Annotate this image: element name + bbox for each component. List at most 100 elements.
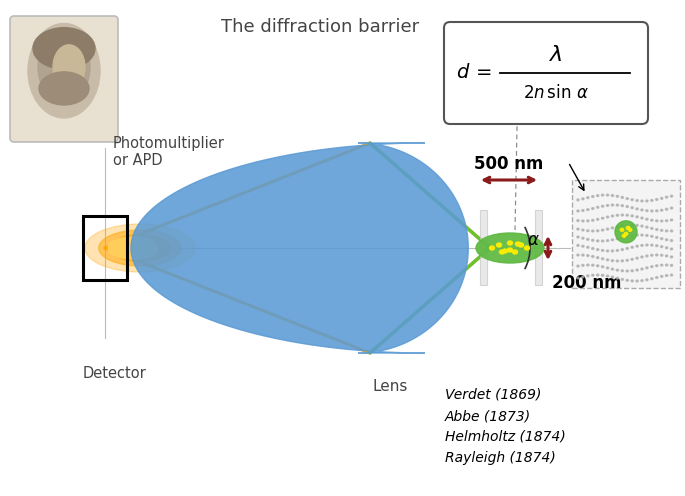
Ellipse shape (626, 226, 630, 229)
Ellipse shape (577, 210, 579, 212)
FancyBboxPatch shape (444, 22, 648, 124)
Ellipse shape (592, 240, 594, 241)
Ellipse shape (512, 250, 517, 254)
Text: $\lambda$: $\lambda$ (549, 45, 563, 65)
Ellipse shape (476, 233, 544, 263)
Ellipse shape (597, 218, 599, 220)
Ellipse shape (616, 260, 619, 262)
Ellipse shape (611, 250, 614, 252)
Ellipse shape (626, 259, 628, 261)
Ellipse shape (631, 280, 633, 282)
Ellipse shape (651, 219, 653, 221)
Ellipse shape (597, 195, 599, 196)
Ellipse shape (110, 235, 171, 261)
Ellipse shape (671, 256, 673, 258)
Ellipse shape (626, 248, 628, 249)
Ellipse shape (660, 238, 663, 240)
Ellipse shape (606, 228, 609, 230)
Ellipse shape (616, 214, 619, 216)
Ellipse shape (631, 207, 633, 209)
Ellipse shape (641, 209, 643, 211)
Ellipse shape (577, 265, 579, 267)
Ellipse shape (606, 259, 609, 261)
Ellipse shape (636, 246, 638, 247)
Polygon shape (131, 143, 469, 353)
Ellipse shape (606, 240, 609, 242)
Ellipse shape (666, 230, 668, 232)
Ellipse shape (587, 254, 589, 256)
Ellipse shape (601, 249, 603, 251)
Ellipse shape (651, 278, 653, 280)
Ellipse shape (624, 232, 627, 235)
Ellipse shape (582, 220, 584, 222)
Ellipse shape (646, 267, 648, 269)
Ellipse shape (626, 206, 628, 207)
Ellipse shape (666, 208, 668, 210)
Text: α: α (527, 231, 538, 249)
Bar (480, 210, 487, 285)
Ellipse shape (582, 276, 584, 278)
Ellipse shape (616, 269, 619, 271)
Ellipse shape (651, 236, 653, 237)
Ellipse shape (587, 230, 589, 232)
Text: Helmholtz (1874): Helmholtz (1874) (445, 430, 566, 444)
Ellipse shape (606, 216, 609, 218)
Ellipse shape (666, 247, 668, 248)
Ellipse shape (99, 230, 182, 266)
Ellipse shape (615, 221, 637, 243)
Ellipse shape (671, 219, 673, 221)
Ellipse shape (656, 254, 658, 256)
Ellipse shape (616, 249, 619, 251)
Ellipse shape (606, 267, 609, 269)
Ellipse shape (660, 246, 663, 248)
Ellipse shape (508, 241, 512, 245)
Ellipse shape (651, 244, 653, 246)
Ellipse shape (601, 205, 603, 207)
Ellipse shape (621, 214, 623, 216)
Text: Rayleigh (1874): Rayleigh (1874) (445, 451, 556, 465)
Ellipse shape (592, 248, 594, 249)
Text: $2n\,\sin\,\alpha$: $2n\,\sin\,\alpha$ (523, 84, 589, 102)
Ellipse shape (660, 209, 663, 211)
Ellipse shape (636, 280, 638, 282)
Text: Lens: Lens (373, 379, 408, 394)
Ellipse shape (636, 269, 638, 271)
Ellipse shape (646, 210, 648, 212)
Ellipse shape (660, 254, 663, 256)
Ellipse shape (28, 23, 100, 118)
Ellipse shape (671, 195, 673, 197)
Ellipse shape (621, 196, 623, 198)
Ellipse shape (656, 237, 658, 239)
Ellipse shape (611, 276, 614, 278)
Ellipse shape (636, 257, 638, 259)
Ellipse shape (606, 250, 609, 252)
Ellipse shape (656, 265, 658, 267)
Ellipse shape (616, 204, 619, 206)
Ellipse shape (646, 218, 648, 220)
Ellipse shape (656, 277, 658, 278)
Text: $d\,=$: $d\,=$ (456, 63, 492, 82)
Ellipse shape (503, 249, 508, 253)
Ellipse shape (582, 198, 584, 200)
Ellipse shape (497, 243, 501, 247)
Ellipse shape (516, 242, 521, 246)
Ellipse shape (656, 210, 658, 212)
Ellipse shape (606, 275, 609, 277)
Ellipse shape (490, 246, 495, 250)
Bar (535, 210, 542, 285)
Ellipse shape (616, 277, 619, 279)
Ellipse shape (626, 198, 628, 199)
Ellipse shape (611, 239, 614, 241)
Ellipse shape (601, 194, 603, 196)
Ellipse shape (611, 260, 614, 261)
Ellipse shape (651, 210, 653, 212)
Ellipse shape (621, 248, 623, 250)
Ellipse shape (656, 229, 658, 230)
Text: Verdet (1869): Verdet (1869) (445, 388, 541, 402)
Text: 500 nm: 500 nm (474, 155, 544, 173)
Ellipse shape (582, 237, 584, 239)
Ellipse shape (611, 194, 614, 196)
Ellipse shape (646, 244, 648, 246)
Text: Detector: Detector (83, 366, 147, 381)
Ellipse shape (85, 224, 195, 272)
